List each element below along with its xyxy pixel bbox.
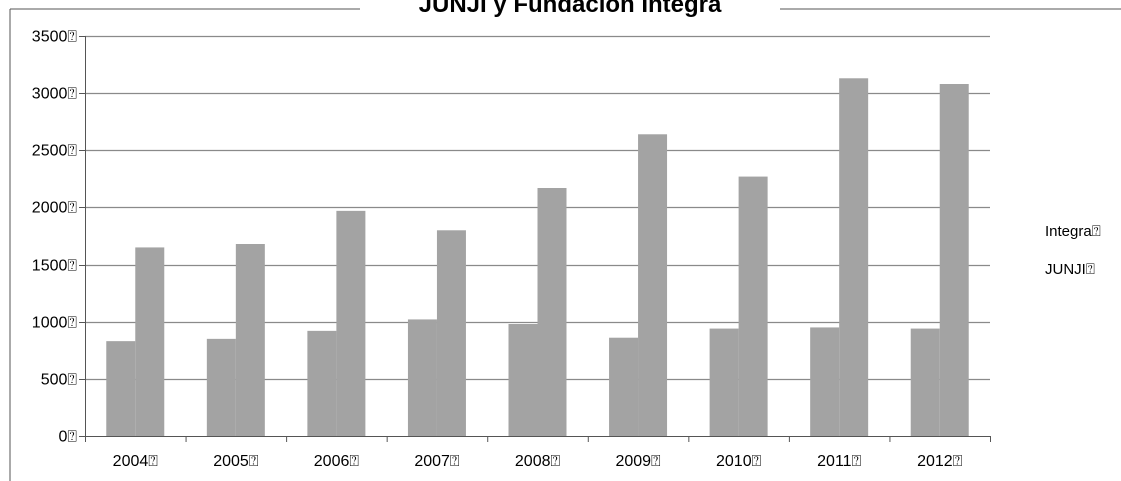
- bar-integra: [810, 327, 840, 436]
- bar-integra: [910, 328, 940, 436]
- y-tick-label: 3500⍰: [32, 29, 78, 46]
- y-tick-label: 0⍰: [59, 429, 78, 446]
- title-background: [360, 0, 780, 22]
- axes: [79, 36, 991, 442]
- x-tick-label: 2006⍰: [314, 453, 360, 470]
- bar-junji: [839, 78, 869, 437]
- bar-junji: [436, 230, 466, 436]
- chart-title: JUNJI y Fundación Integra: [419, 0, 722, 18]
- bar-junji: [537, 188, 567, 436]
- x-tick-label: 2005⍰: [213, 453, 259, 470]
- y-tick-label: 500⍰: [41, 372, 78, 389]
- y-tick-label: 2000⍰: [32, 200, 78, 217]
- bar-integra: [508, 324, 538, 436]
- x-tick-label: 2007⍰: [414, 453, 460, 470]
- bar-integra: [609, 337, 639, 436]
- x-tick-label: 2008⍰: [515, 453, 561, 470]
- bar-junji: [638, 134, 668, 437]
- y-tick-label: 3000⍰: [32, 86, 78, 103]
- y-tick-labels: 0⍰ 500⍰ 1000⍰ 1500⍰ 2000⍰ 2500⍰ 3000⍰ 3500⍰: [32, 29, 78, 446]
- bar-junji: [939, 84, 969, 436]
- x-tick-label: 2010⍰: [716, 453, 762, 470]
- bar-junji: [135, 247, 165, 436]
- y-tick-label: 1000⍰: [32, 315, 78, 332]
- y-tick-label: 2500⍰: [32, 143, 78, 160]
- bar-integra: [709, 328, 739, 436]
- x-tick-label: 2011⍰: [817, 453, 861, 470]
- x-tick-label: 2009⍰: [615, 453, 661, 470]
- bar-junji: [235, 244, 265, 436]
- bar-integra: [106, 341, 136, 436]
- bar-integra: [407, 319, 437, 436]
- bars: [106, 78, 969, 437]
- legend-label-junji: JUNJI⍰: [1045, 261, 1095, 278]
- bar-junji: [738, 176, 768, 437]
- legend-label-integra: Integra⍰: [1045, 223, 1101, 240]
- x-tick-labels: 2004⍰ 2005⍰ 2006⍰ 2007⍰ 2008⍰ 2009⍰ 2010⍰ 2011⍰…: [113, 453, 963, 470]
- bar-integra: [307, 330, 337, 436]
- bar-junji: [336, 210, 366, 436]
- bar-integra: [206, 338, 236, 436]
- x-tick-label: 2012⍰: [917, 453, 963, 470]
- y-tick-label: 1500⍰: [32, 258, 78, 275]
- x-tick-label: 2004⍰: [113, 453, 159, 470]
- legend: Integra⍰ JUNJI⍰: [1045, 223, 1101, 278]
